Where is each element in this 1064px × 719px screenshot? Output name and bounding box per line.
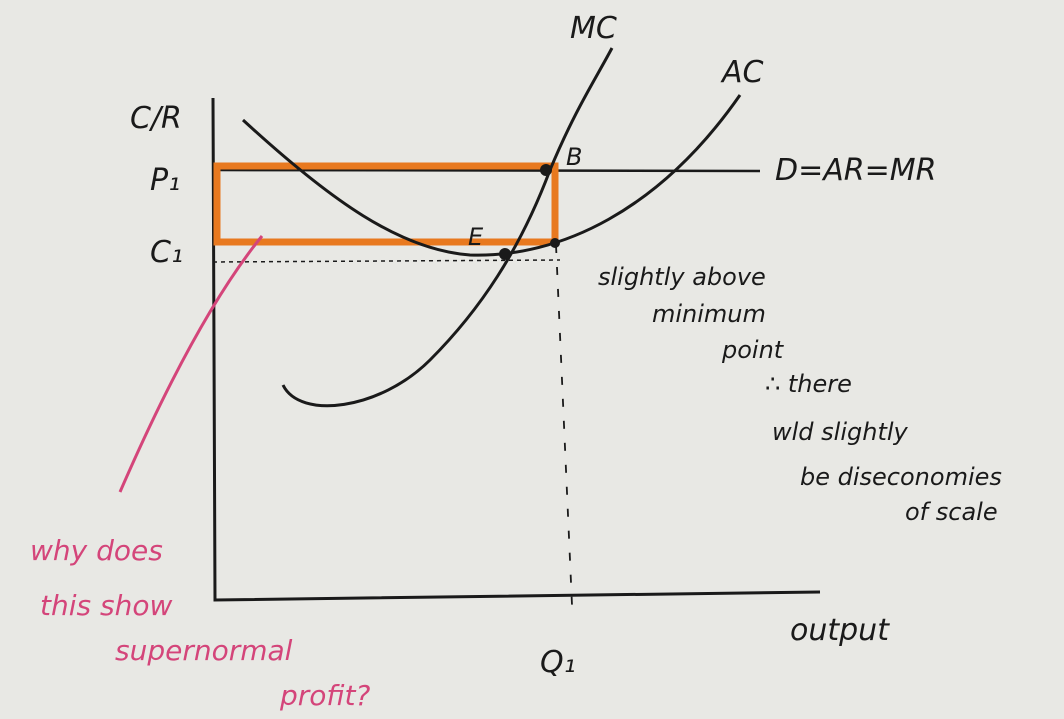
note-line: of scale [905,498,998,526]
question-line: why does [30,534,163,567]
question-line: this show [40,589,172,622]
y-axis-label: C/R [130,101,182,136]
min-point [499,248,511,260]
dashed-c [212,259,561,263]
note-line: be diseconomies [800,463,1002,491]
question-arrow [118,235,264,493]
point-e-label: E [468,223,484,251]
demand-label: D=AR=MR [775,153,936,188]
note-line: wld slightly [772,418,909,446]
axes [211,97,821,602]
question-line: profit? [279,679,370,712]
x-axis-label: output [790,613,890,648]
note-line: slightly above [598,263,766,291]
q1-label: Q₁ [540,645,576,680]
note-line: minimum [652,300,766,328]
dashed-q [555,244,573,606]
mc-curve [281,47,614,408]
note-line: point [721,336,785,364]
ac-label: AC [720,55,764,90]
point-c-dot [550,238,560,248]
demand-line [212,168,761,173]
question-line: supernormal [115,634,293,667]
note-line: ∴ there [765,370,852,398]
ac-curve [241,94,742,257]
p1-label: P₁ [150,163,180,198]
mc-label: MC [570,11,617,46]
point-b-label: B [566,143,582,171]
point-b-dot [540,164,552,176]
profit-area [213,162,559,246]
c1-label: C₁ [150,235,183,270]
